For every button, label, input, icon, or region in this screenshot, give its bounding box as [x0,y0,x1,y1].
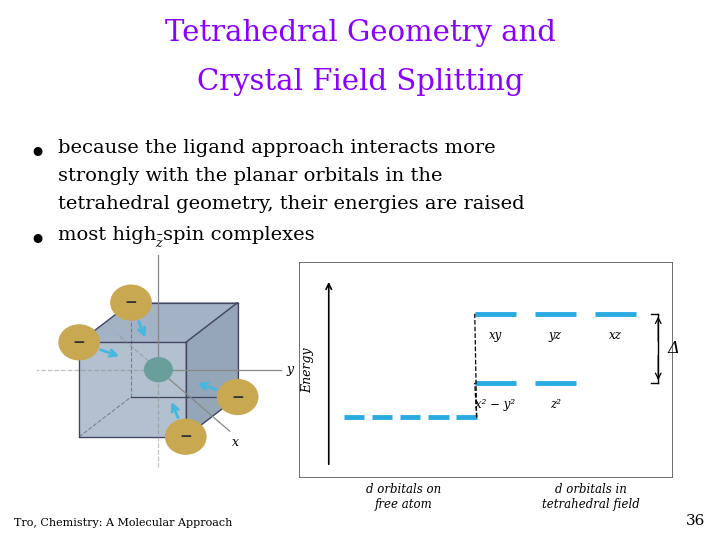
Text: −: − [125,295,138,310]
Text: z: z [155,238,162,251]
Circle shape [59,325,99,360]
Text: xz: xz [608,329,621,342]
Text: −: − [179,429,192,444]
Text: z²: z² [550,398,561,411]
Text: •: • [29,140,47,170]
Text: xy: xy [489,329,502,342]
Text: y: y [287,363,294,376]
Text: yz: yz [549,329,562,342]
Circle shape [111,285,151,320]
Text: Energy: Energy [302,347,315,393]
Text: x: x [233,436,239,449]
Text: because the ligand approach interacts more: because the ligand approach interacts mo… [58,139,495,157]
Circle shape [217,380,258,414]
Text: Crystal Field Splitting: Crystal Field Splitting [197,68,523,96]
Text: −: − [231,389,244,404]
Text: tetrahedral geometry, their energies are raised: tetrahedral geometry, their energies are… [58,195,524,213]
Circle shape [145,358,172,382]
Polygon shape [186,302,238,437]
Text: Δ: Δ [667,340,680,357]
Text: most high-spin complexes: most high-spin complexes [58,226,314,244]
Polygon shape [79,342,186,437]
Text: •: • [29,227,47,256]
Text: x² − y²: x² − y² [475,398,516,411]
Text: strongly with the planar orbitals in the: strongly with the planar orbitals in the [58,167,442,185]
Text: d orbitals on
free atom: d orbitals on free atom [366,483,441,511]
Polygon shape [79,302,238,342]
Circle shape [166,420,206,454]
Text: −: − [73,335,86,350]
Text: 36: 36 [686,514,706,528]
Text: Tetrahedral Geometry and: Tetrahedral Geometry and [165,19,555,47]
Text: d orbitals in
tetrahedral field: d orbitals in tetrahedral field [542,483,639,511]
Text: Tro, Chemistry: A Molecular Approach: Tro, Chemistry: A Molecular Approach [14,518,233,528]
